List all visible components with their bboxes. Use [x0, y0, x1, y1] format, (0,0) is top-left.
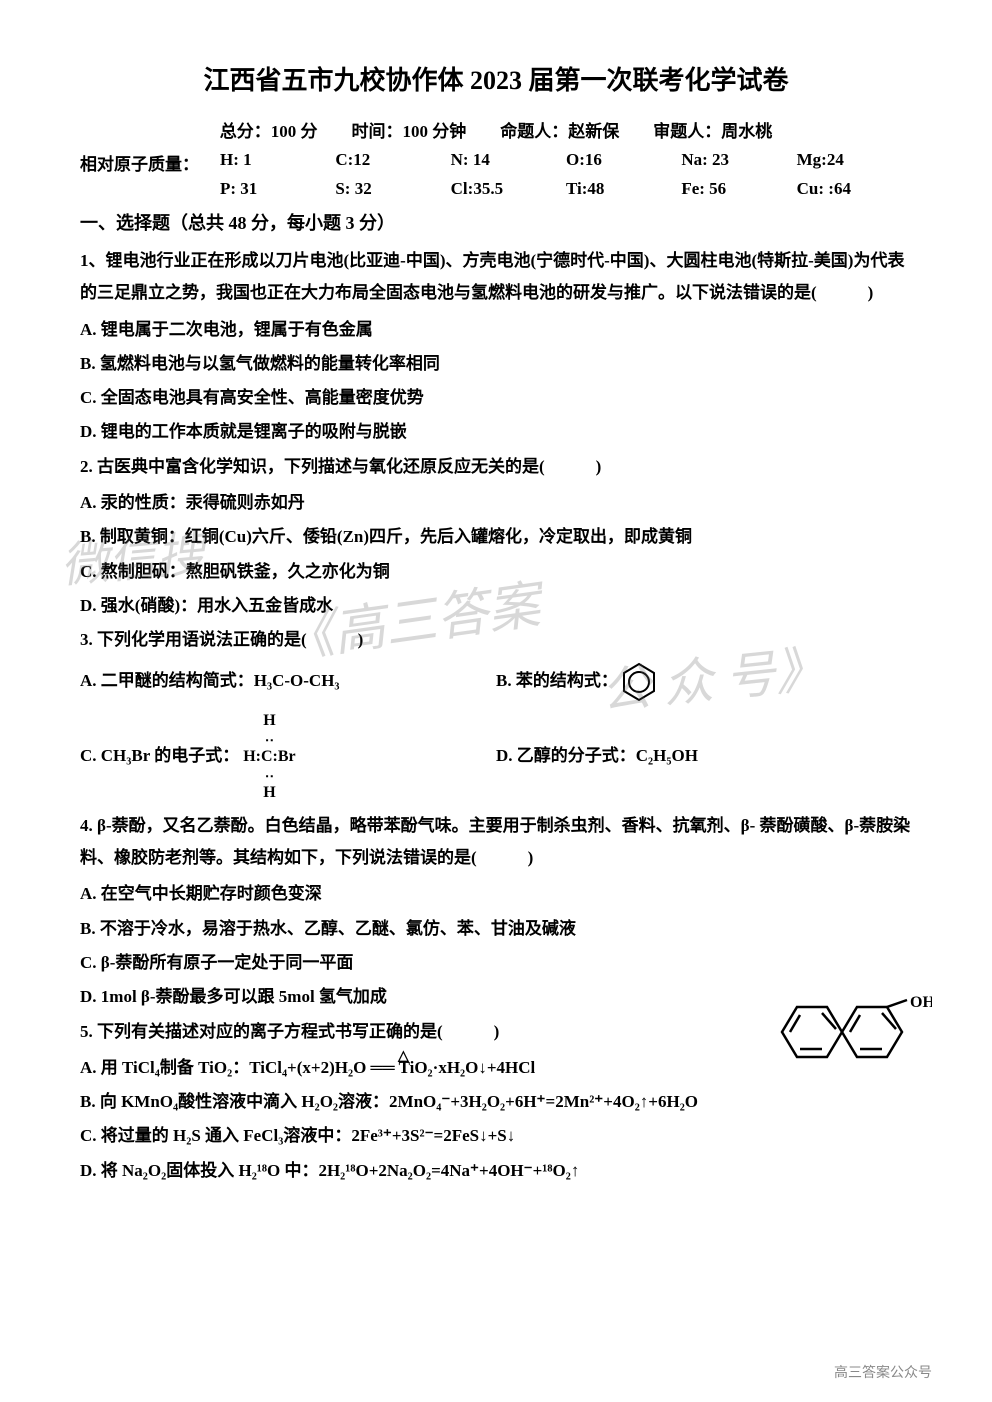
atomic-label: 相对原子质量：	[80, 150, 220, 175]
q2-option-b: B. 制取黄铜：红铜(Cu)六斤、倭铅(Zn)四斤，先后入罐熔化，冷定取出，即成…	[80, 521, 912, 553]
q1-option-a: A. 锂电属于二次电池，锂属于有色金属	[80, 314, 912, 346]
lewis-bot: H	[243, 783, 295, 802]
atomic-item: Na: 23	[681, 150, 796, 175]
atomic-row-1: 相对原子质量： H: 1 C:12 N: 14 O:16 Na: 23 Mg:2…	[80, 150, 912, 175]
section-1-header: 一、选择题（总共 48 分，每小题 3 分）	[80, 209, 912, 235]
svg-text:OH: OH	[910, 995, 932, 1011]
q3-a-text: A. 二甲醚的结构简式：H₃C-O-CH₃	[80, 665, 340, 697]
lewis-structure: H ‥ H:C:Br ‥ H	[243, 711, 295, 802]
q1-option-b: B. 氢燃料电池与以氢气做燃料的能量转化率相同	[80, 348, 912, 380]
atomic-item: S: 32	[335, 179, 450, 199]
q2-option-a: A. 汞的性质：汞得硫则赤如丹	[80, 487, 912, 519]
question-2: 2. 古医典中富含化学知识，下列描述与氧化还原反应无关的是( )	[80, 451, 912, 483]
q5-option-d: D. 将 Na₂O₂固体投入 H₂¹⁸O 中：2H₂¹⁸O+2Na₂O₂=4Na…	[80, 1155, 912, 1187]
atomic-item: Mg:24	[797, 150, 912, 175]
atomic-row-2: P: 31 S: 32 Cl:35.5 Ti:48 Fe: 56 Cu: :64	[80, 179, 912, 199]
atomic-spacer	[80, 179, 220, 199]
atomic-item: Cu: :64	[797, 179, 912, 199]
bottom-watermark: 高三答案公众号	[834, 1362, 932, 1382]
q3-option-a: A. 二甲醚的结构简式：H₃C-O-CH₃	[80, 665, 496, 697]
lewis-bot-dots: ‥	[243, 766, 295, 783]
lewis-mid: ‥	[243, 730, 295, 747]
benzene-structure-icon	[618, 661, 660, 703]
atomic-item: P: 31	[220, 179, 335, 199]
q3-option-d: D. 乙醇的分子式：C₂H₅OH	[496, 740, 912, 772]
atomic-item: Ti:48	[566, 179, 681, 199]
q3-row-ab: A. 二甲醚的结构简式：H₃C-O-CH₃ B. 苯的结构式：	[80, 661, 912, 703]
q1-option-c: C. 全固态电池具有高安全性、高能量密度优势	[80, 382, 912, 414]
lewis-top: H	[243, 711, 295, 730]
q5-a-text: A. 用 TiCl₄制备 TiO₂：TiCl₄+(x+2)H₂O ══ TiO₂…	[80, 1058, 535, 1077]
q2-option-d: D. 强水(硝酸)：用水入五金皆成水	[80, 590, 912, 622]
atomic-item: H: 1	[220, 150, 335, 175]
q3-b-prefix: B. 苯的结构式：	[496, 665, 618, 697]
atomic-item: C:12	[335, 150, 450, 175]
q3-row-cd: C. CH₃Br 的电子式： H ‥ H:C:Br ‥ H D. 乙醇的分子式：…	[80, 711, 912, 802]
atomic-item: O:16	[566, 150, 681, 175]
q3-option-c: C. CH₃Br 的电子式： H ‥ H:C:Br ‥ H	[80, 711, 496, 802]
q5-option-c: C. 将过量的 H₂S 通入 FeCl₃溶液中：2Fe³⁺+3S²⁻=2FeS↓…	[80, 1120, 912, 1152]
exam-title: 江西省五市九校协作体 2023 届第一次联考化学试卷	[80, 60, 912, 97]
question-3: 3. 下列化学用语说法正确的是( )	[80, 624, 912, 656]
q4-option-b: B. 不溶于冷水，易溶于热水、乙醇、乙醚、氯仿、苯、甘油及碱液	[80, 913, 912, 945]
q4-option-a: A. 在空气中长期贮存时颜色变深	[80, 878, 912, 910]
atomic-item: Cl:35.5	[451, 179, 566, 199]
atomic-mass-block: 相对原子质量： H: 1 C:12 N: 14 O:16 Na: 23 Mg:2…	[80, 150, 912, 199]
delta-symbol: △	[398, 1044, 409, 1071]
atomic-item: Fe: 56	[681, 179, 796, 199]
question-1: 1、锂电池行业正在形成以刀片电池(比亚迪-中国)、方壳电池(宁德时代-中国)、大…	[80, 245, 912, 310]
atomic-item: N: 14	[451, 150, 566, 175]
meta-info: 总分：100 分 时间：100 分钟 命题人：赵新保 审题人：周水桃	[80, 117, 912, 142]
q3-option-b: B. 苯的结构式：	[496, 661, 912, 703]
q3-d-text: D. 乙醇的分子式：C₂H₅OH	[496, 740, 698, 772]
q4-option-c: C. β-萘酚所有原子一定处于同一平面	[80, 947, 912, 979]
q3-c-prefix: C. CH₃Br 的电子式：	[80, 740, 239, 772]
q5-option-b: B. 向 KMnO₄酸性溶液中滴入 H₂O₂溶液：2MnO₄⁻+3H₂O₂+6H…	[80, 1086, 912, 1118]
lewis-mid-text: H:C:Br	[243, 747, 295, 766]
naphthol-structure-icon: OH	[762, 995, 932, 1070]
q2-option-c: C. 熬制胆矾：熬胆矾铁釜，久之亦化为铜	[80, 556, 912, 588]
question-4: 4. β-萘酚，又名乙萘酚。白色结晶，略带苯酚气味。主要用于制杀虫剂、香料、抗氧…	[80, 810, 912, 875]
q1-option-d: D. 锂电的工作本质就是锂离子的吸附与脱嵌	[80, 416, 912, 448]
